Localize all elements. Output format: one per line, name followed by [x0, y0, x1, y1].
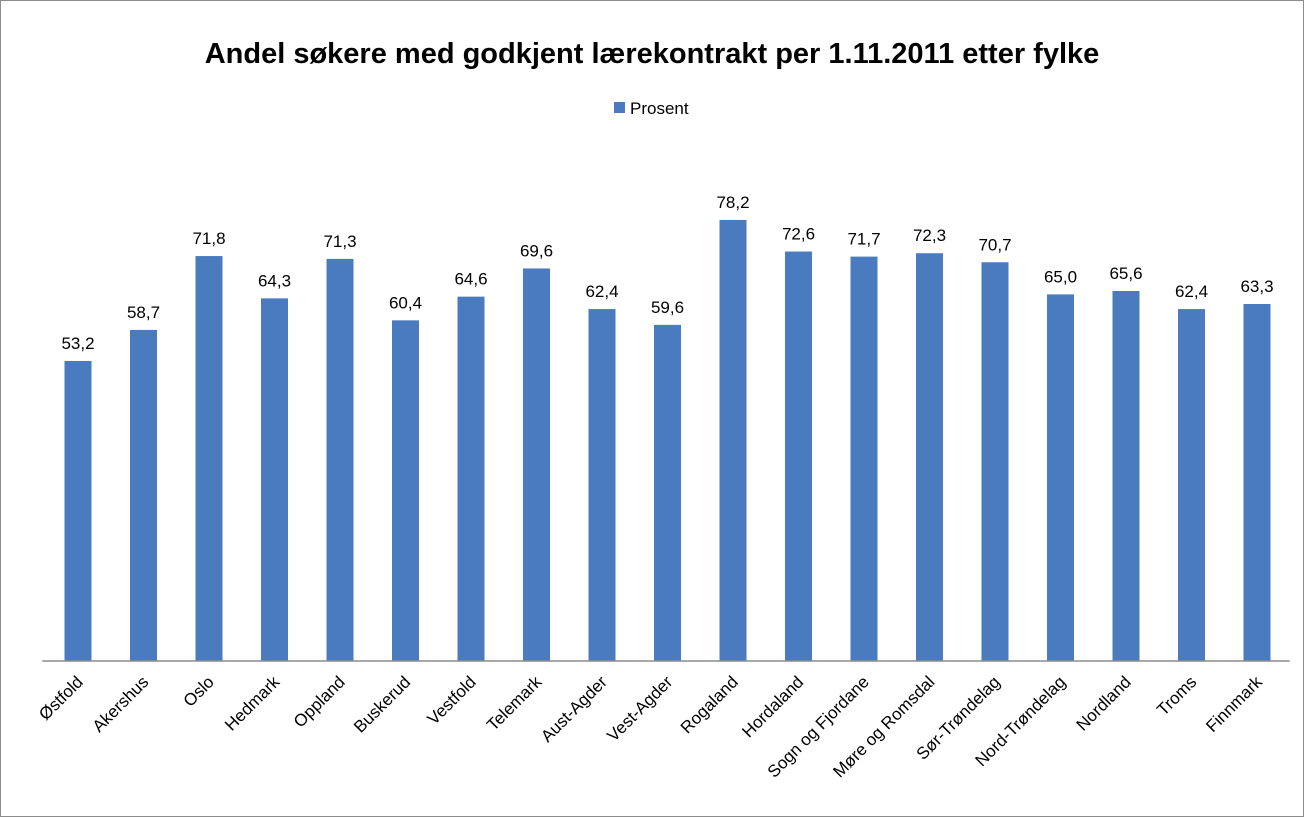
bar	[916, 253, 943, 661]
value-label: 71,7	[847, 230, 880, 249]
value-label: 70,7	[978, 235, 1011, 254]
bar	[1112, 291, 1140, 661]
bar	[719, 219, 747, 661]
value-label: 60,4	[389, 293, 422, 312]
bar	[654, 324, 681, 661]
bar	[1243, 303, 1271, 661]
value-label: 62,4	[1175, 282, 1208, 301]
bar	[64, 360, 92, 661]
value-label: 71,8	[192, 229, 225, 248]
bar	[326, 258, 354, 661]
bar	[195, 256, 223, 661]
chart-title: Andel søkere med godkjent lærekontrakt p…	[205, 38, 1100, 70]
bar	[457, 296, 485, 661]
value-label: 72,3	[913, 226, 946, 245]
value-label: 71,3	[323, 232, 356, 251]
bar	[981, 262, 1009, 661]
value-label: 62,4	[585, 282, 618, 301]
bar	[261, 298, 288, 661]
bar	[850, 256, 878, 661]
value-label: 69,6	[520, 241, 553, 260]
bar	[392, 320, 419, 661]
bar	[130, 329, 157, 661]
bar	[588, 309, 616, 661]
legend-label: Prosent	[630, 99, 689, 118]
bar	[785, 251, 812, 661]
bar	[1178, 309, 1205, 661]
value-label: 64,6	[454, 270, 487, 289]
value-label: 63,3	[1240, 277, 1273, 296]
legend-swatch	[614, 102, 625, 113]
value-label: 53,2	[61, 334, 94, 353]
bar	[1047, 294, 1074, 661]
bar	[523, 268, 550, 661]
value-label: 59,6	[651, 298, 684, 317]
value-label: 65,0	[1044, 267, 1077, 286]
value-label: 78,2	[716, 193, 749, 212]
value-label: 65,6	[1109, 264, 1142, 283]
value-label: 58,7	[127, 303, 160, 322]
value-label: 64,3	[258, 271, 291, 290]
value-label: 72,6	[782, 225, 815, 244]
